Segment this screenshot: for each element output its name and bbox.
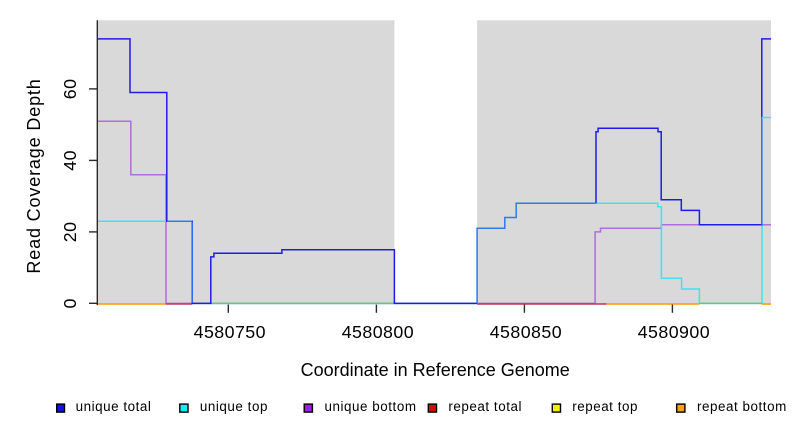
svg-text:20: 20	[60, 222, 80, 243]
svg-text:Coordinate in Reference Genome: Coordinate in Reference Genome	[301, 360, 570, 380]
svg-text:4580900: 4580900	[638, 322, 710, 342]
svg-text:Read Coverage Depth: Read Coverage Depth	[24, 78, 44, 273]
svg-text:0: 0	[60, 298, 80, 308]
svg-text:4580800: 4580800	[342, 322, 414, 342]
svg-text:unique bottom: unique bottom	[325, 399, 417, 414]
svg-text:repeat top: repeat top	[572, 399, 638, 414]
svg-text:unique total: unique total	[76, 399, 152, 414]
svg-text:repeat bottom: repeat bottom	[697, 399, 787, 414]
svg-text:60: 60	[60, 79, 80, 100]
svg-text:4580850: 4580850	[490, 322, 562, 342]
svg-text:repeat total: repeat total	[448, 399, 522, 414]
svg-text:40: 40	[60, 150, 80, 171]
svg-text:unique top: unique top	[200, 399, 268, 414]
svg-text:4580750: 4580750	[194, 322, 266, 342]
